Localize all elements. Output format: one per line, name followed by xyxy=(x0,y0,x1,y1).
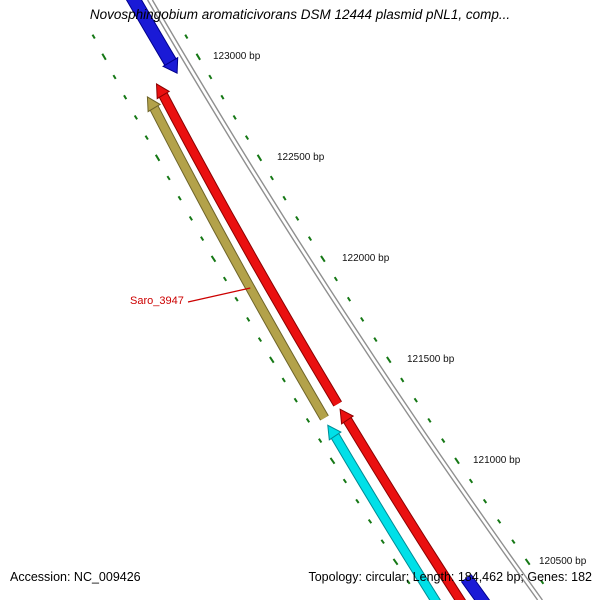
ruler-tick-label: 122500 bp xyxy=(277,152,325,163)
gene-arrow-cyan[interactable] xyxy=(327,424,441,600)
status-accession: Accession: NC_009426 xyxy=(10,570,141,584)
gene-arrow-red-lower[interactable] xyxy=(339,408,466,600)
gene-arrow-red-upper[interactable] xyxy=(155,82,342,407)
gene-arrow-saro-3947[interactable] xyxy=(146,95,329,421)
ruler-ticks xyxy=(91,34,545,585)
ruler-tick-label: 122000 bp xyxy=(342,253,390,264)
gene-arrow-blue-top[interactable] xyxy=(121,0,179,74)
gene-label-saro-3947[interactable]: Saro_3947 xyxy=(130,295,184,307)
ruler-tick-label: 120500 bp xyxy=(539,556,587,567)
gene-label-leader xyxy=(187,287,251,303)
status-summary: Topology: circular; Length: 184,462 bp; … xyxy=(308,570,592,584)
ruler-tick-label: 123000 bp xyxy=(213,51,261,62)
sequence-title: Novosphingobium aromaticivorans DSM 1244… xyxy=(89,7,511,22)
gene-segment-blue-bottom[interactable] xyxy=(460,574,491,600)
ruler-tick-label: 121500 bp xyxy=(407,354,455,365)
plasmid-backbone xyxy=(146,0,543,600)
ruler-tick-label: 121000 bp xyxy=(473,455,521,466)
